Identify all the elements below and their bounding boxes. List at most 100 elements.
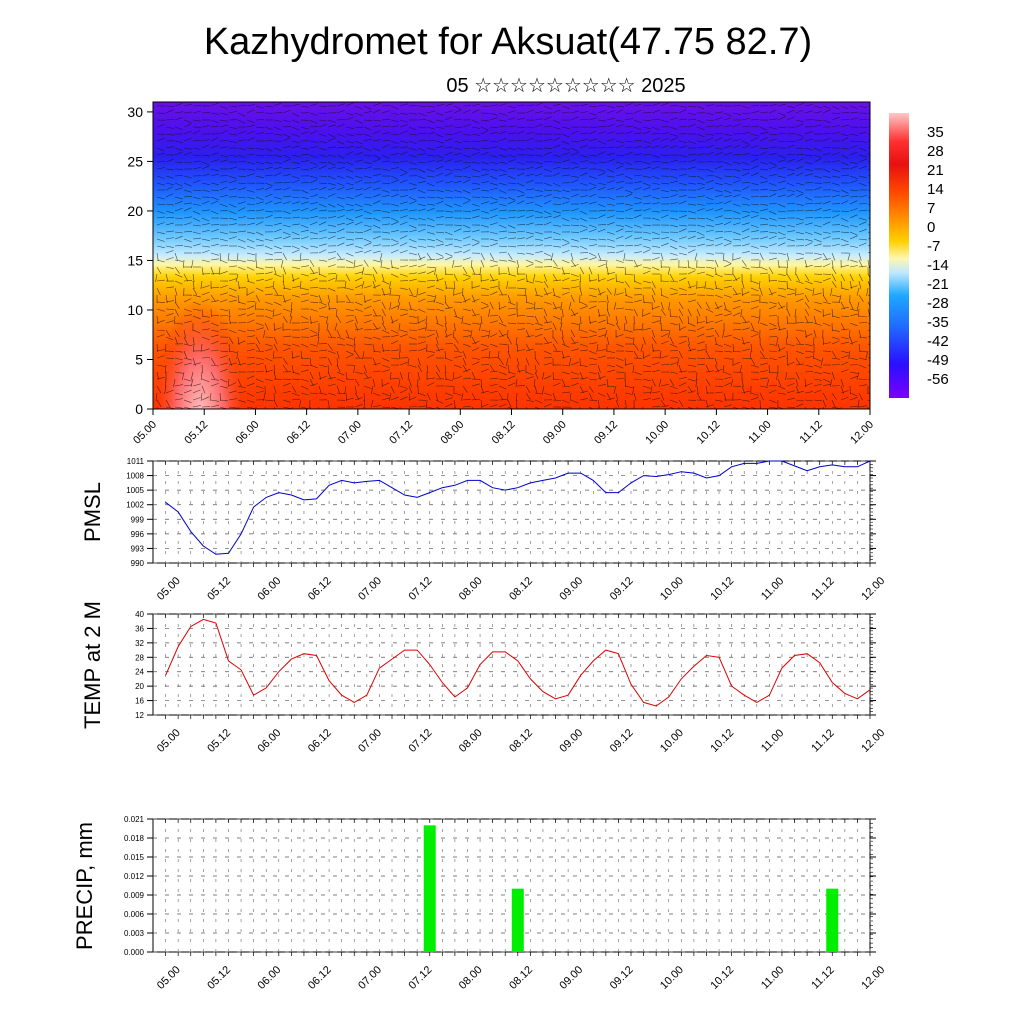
wind-barb	[201, 154, 210, 157]
wind-barb	[327, 301, 331, 310]
wind-barb	[768, 266, 774, 275]
wind-barb	[480, 168, 489, 171]
wind-barb	[291, 266, 300, 269]
wind-barb	[318, 154, 327, 157]
wind-barb	[471, 340, 480, 345]
wind-barb	[444, 168, 453, 171]
wind-barb	[417, 319, 426, 324]
wind-barb	[714, 357, 718, 366]
wind-barb	[318, 147, 327, 151]
wind-barb	[399, 112, 408, 115]
wind-barb	[282, 406, 291, 409]
wind-barb	[858, 203, 868, 205]
wind-barb	[543, 147, 553, 149]
wind-barb	[687, 235, 696, 240]
pmsl-x-tick-label: 07.00	[356, 575, 384, 603]
wind-barb	[435, 200, 444, 205]
wind-barb	[768, 243, 777, 247]
wind-barb	[651, 315, 661, 317]
wind-barb	[822, 383, 831, 387]
wind-barb	[246, 266, 255, 271]
temp-y-tick-label: 12	[135, 711, 144, 720]
wind-barb	[489, 182, 498, 186]
wind-barb	[165, 109, 174, 114]
wind-barb	[660, 383, 669, 387]
wind-barb	[669, 238, 678, 243]
wind-barb	[570, 130, 579, 135]
wind-barb	[156, 238, 165, 242]
wind-barb	[696, 175, 705, 180]
wind-barb	[381, 132, 390, 135]
wind-barb	[336, 357, 339, 367]
wind-barb	[309, 238, 319, 240]
wind-barb	[588, 392, 593, 401]
wind-barb	[642, 301, 651, 304]
wind-barb	[228, 406, 237, 409]
wind-barb	[264, 406, 267, 409]
wind-barb	[840, 133, 849, 137]
wind-barb	[552, 182, 561, 187]
wind-barb	[840, 238, 849, 243]
wind-barb	[345, 217, 354, 221]
wind-barb	[642, 378, 651, 382]
wind-barb	[498, 322, 507, 327]
wind-barb	[471, 313, 480, 317]
wind-barb	[318, 243, 327, 247]
wind-barb	[381, 343, 384, 352]
wind-barb	[588, 201, 597, 205]
wind-barb	[777, 224, 786, 228]
wind-barb	[624, 294, 633, 299]
wind-barb	[525, 294, 528, 304]
wind-barb	[192, 405, 201, 408]
wind-barb	[570, 382, 579, 387]
wind-barb	[858, 329, 862, 338]
wind-barb	[759, 301, 768, 304]
wind-barb	[210, 119, 219, 124]
wind-barb	[291, 196, 300, 199]
wind-barb	[750, 119, 760, 121]
heatmap-x-tick-label: 06.00	[234, 419, 262, 447]
wind-barb	[696, 203, 705, 206]
wind-barb	[174, 362, 183, 366]
wind-barb	[201, 285, 210, 289]
wind-barb	[309, 119, 318, 124]
wind-barb	[714, 313, 723, 317]
wind-barb	[786, 350, 788, 360]
wind-barb	[246, 392, 255, 397]
wind-barb	[858, 158, 867, 163]
wind-barb	[561, 242, 570, 247]
wind-barb	[227, 378, 230, 387]
wind-barb	[705, 357, 715, 359]
wind-barb	[624, 103, 633, 107]
wind-barb	[282, 287, 291, 290]
wind-barb	[534, 371, 539, 380]
wind-barb	[678, 406, 680, 409]
wind-barb	[408, 272, 417, 275]
wind-barb	[624, 146, 633, 149]
wind-barb	[344, 385, 347, 394]
wind-barb	[543, 182, 552, 187]
wind-barb	[489, 383, 498, 387]
wind-barb	[228, 265, 237, 268]
wind-barb	[183, 222, 192, 226]
wind-barb	[606, 158, 615, 163]
wind-barb	[444, 125, 453, 128]
wind-barb	[669, 194, 678, 198]
wind-barb	[272, 280, 275, 289]
wind-barb	[318, 259, 327, 262]
wind-barb	[660, 294, 669, 299]
wind-barb	[192, 389, 201, 394]
wind-barb	[507, 154, 516, 158]
wind-barb	[813, 378, 822, 381]
wind-barb	[353, 259, 356, 268]
wind-barb	[516, 161, 525, 165]
pmsl-y-tick-label: 1002	[126, 501, 144, 510]
wind-barb	[426, 382, 435, 387]
wind-barb	[435, 348, 444, 352]
wind-barb	[489, 208, 498, 212]
wind-barb	[867, 126, 870, 128]
wind-barb	[777, 187, 786, 191]
wind-barb	[570, 238, 579, 242]
wind-barb	[525, 357, 530, 366]
